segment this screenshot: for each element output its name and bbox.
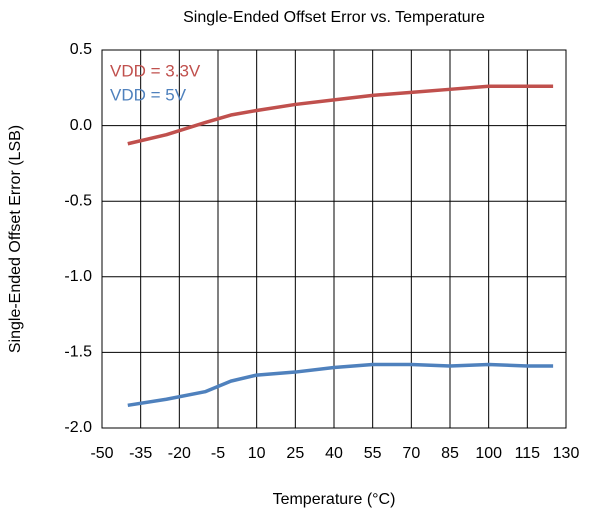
x-tick-label: 100 <box>475 445 502 462</box>
y-tick-label: -1.0 <box>64 268 92 285</box>
y-tick-label: -1.5 <box>64 344 92 361</box>
y-tick-label: 0.5 <box>70 41 92 58</box>
x-tick-label: 10 <box>248 445 266 462</box>
x-axis-label: Temperature (°C) <box>273 491 396 508</box>
legend-label: VDD = 3.3V <box>110 61 201 80</box>
legend-label: VDD = 5V <box>110 85 187 104</box>
x-tick-label: 130 <box>553 445 580 462</box>
y-tick-label: -2.0 <box>64 419 92 436</box>
y-tick-label: 0.0 <box>70 117 92 134</box>
plot-frame <box>101 49 567 429</box>
x-tick-label: 55 <box>364 445 382 462</box>
x-tick-label: 40 <box>325 445 343 462</box>
series-line <box>127 362 554 408</box>
x-tick-label: -35 <box>129 445 152 462</box>
series-line <box>127 84 554 146</box>
chart-title: Single-Ended Offset Error vs. Temperatur… <box>183 9 485 26</box>
x-tick-label: -50 <box>90 445 113 462</box>
y-tick-label: -0.5 <box>64 192 92 209</box>
x-tick-label: -20 <box>168 445 191 462</box>
x-tick-label: 85 <box>441 445 459 462</box>
x-tick-label: 25 <box>286 445 304 462</box>
y-axis-label: Single-Ended Offset Error (LSB) <box>7 125 24 353</box>
x-tick-label: -5 <box>211 445 225 462</box>
x-tick-label: 115 <box>515 445 541 462</box>
x-tick-label: 70 <box>402 445 420 462</box>
